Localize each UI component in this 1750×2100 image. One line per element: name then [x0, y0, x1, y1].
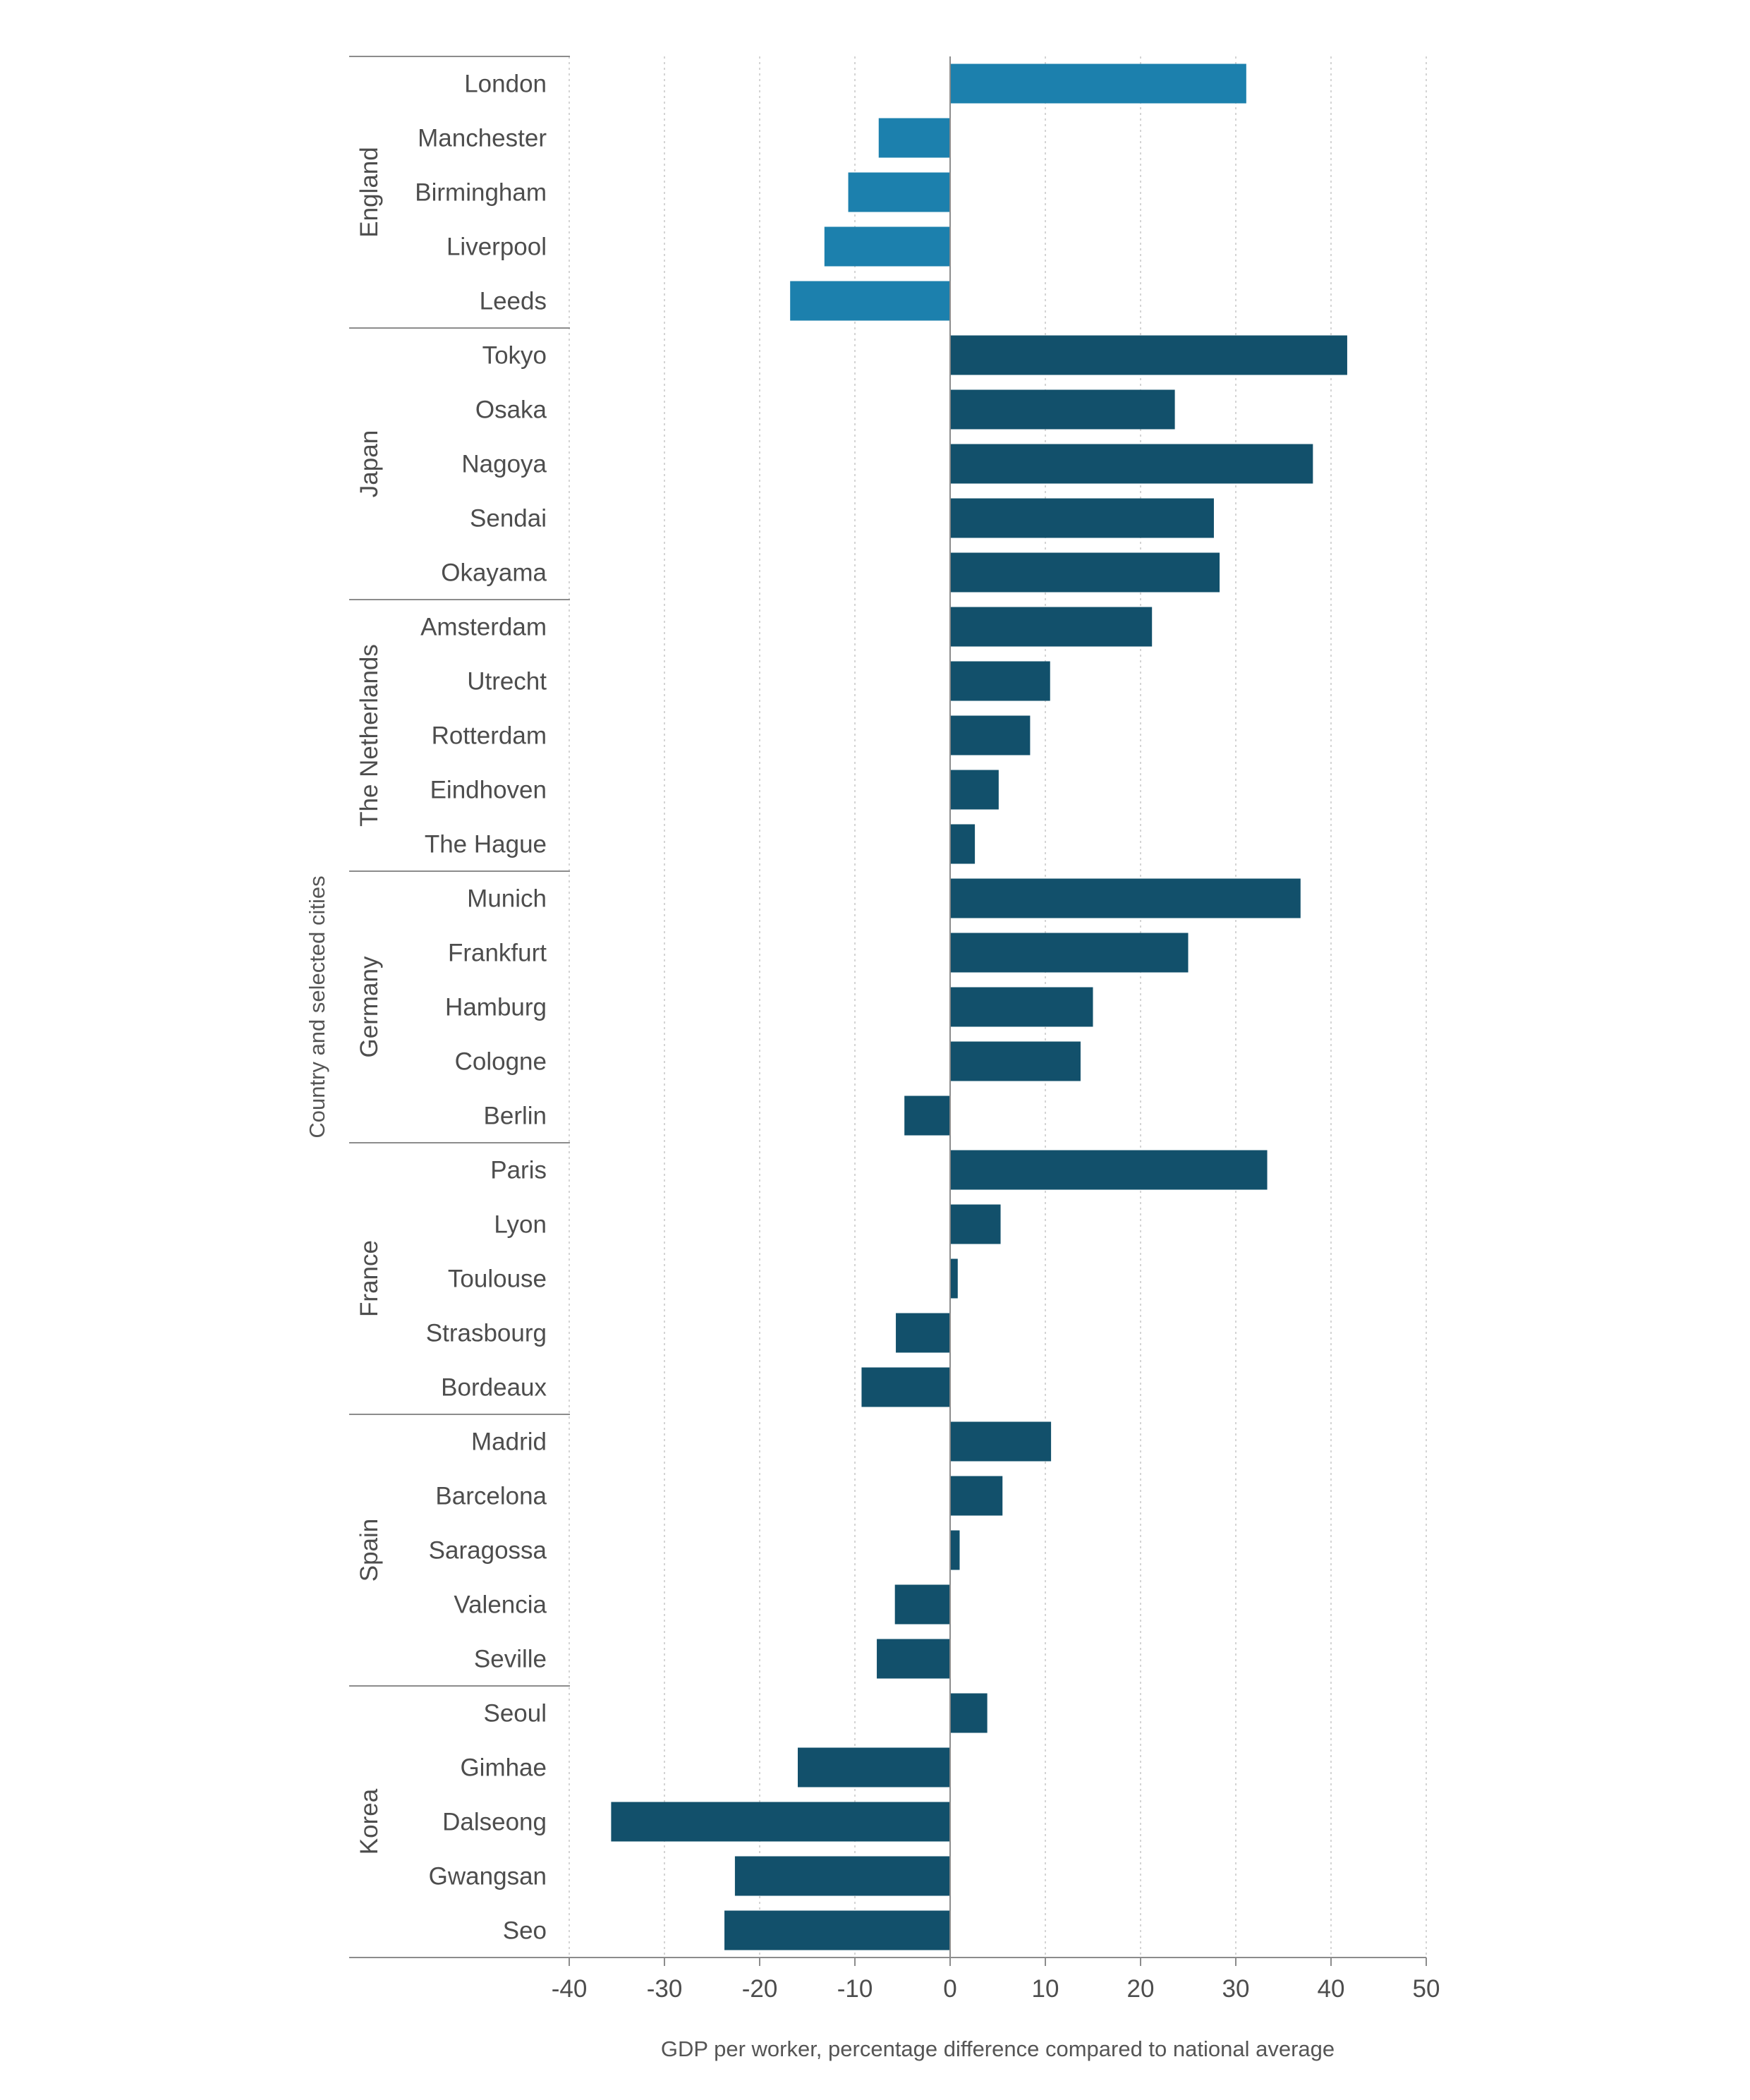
- bar: [824, 226, 950, 267]
- x-tick-label: 20: [1127, 1975, 1155, 2003]
- city-label: Rotterdam: [432, 722, 547, 750]
- city-label: Eindhoven: [430, 777, 547, 804]
- city-label: Strasbourg: [426, 1320, 547, 1347]
- country-label: Korea: [356, 1788, 383, 1855]
- bar: [950, 933, 1189, 973]
- bar: [950, 770, 999, 810]
- city-label: Dalseong: [442, 1809, 547, 1836]
- bar: [878, 118, 950, 158]
- city-label: Okayama: [441, 559, 547, 587]
- city-label: Toulouse: [448, 1266, 547, 1293]
- bar: [950, 1150, 1268, 1190]
- x-tick-label: 30: [1222, 1975, 1250, 2003]
- city-label: Sendai: [470, 505, 547, 533]
- bar: [950, 335, 1347, 375]
- city-label: Berlin: [484, 1103, 547, 1130]
- city-label: Barcelona: [435, 1483, 547, 1510]
- x-tick-label: 0: [943, 1975, 956, 2003]
- bar: [861, 1367, 950, 1407]
- bar: [950, 607, 1153, 647]
- city-label: Gimhae: [460, 1754, 547, 1782]
- bar: [950, 1530, 960, 1570]
- bar: [950, 1693, 988, 1733]
- city-label: Lyon: [494, 1211, 547, 1239]
- bar: [950, 1258, 958, 1299]
- bar: [950, 878, 1301, 918]
- city-label: Bordeaux: [441, 1374, 547, 1402]
- country-label: Japan: [356, 430, 383, 497]
- category-labels: London Manchester Birmingham Liverpool Leeds…: [349, 56, 570, 1945]
- city-label: Osaka: [475, 396, 547, 424]
- bar: [950, 444, 1313, 484]
- x-tick-label: 40: [1318, 1975, 1345, 2003]
- bar: [950, 824, 976, 864]
- city-label: Paris: [490, 1157, 547, 1184]
- country-label: The Netherlands: [356, 644, 383, 827]
- bar: [734, 1856, 950, 1896]
- x-tick-label: -20: [742, 1975, 778, 2003]
- bar: [611, 1802, 950, 1842]
- city-label: Leeds: [480, 288, 547, 315]
- bar: [904, 1095, 950, 1136]
- country-label: England: [356, 147, 383, 237]
- bar: [848, 172, 950, 212]
- city-label: Birmingham: [415, 179, 547, 207]
- city-label: Liverpool: [446, 233, 547, 261]
- bar: [950, 63, 1246, 104]
- x-tick-label: 10: [1032, 1975, 1059, 2003]
- bar: [950, 661, 1050, 701]
- bars: [611, 63, 1347, 1950]
- city-label: Manchester: [418, 125, 547, 152]
- bar: [950, 389, 1175, 430]
- x-tick-label: -30: [647, 1975, 683, 2003]
- bar: [950, 987, 1093, 1027]
- bar: [950, 1421, 1052, 1462]
- bar: [724, 1910, 950, 1950]
- city-label: Amsterdam: [420, 614, 547, 641]
- city-label: Seo: [503, 1917, 547, 1945]
- x-axis: -40 -30 -20 -10 0 10 20 30 40 50: [349, 56, 1440, 2003]
- city-label: Utrecht: [467, 668, 547, 696]
- x-axis-title: GDP per worker, percentage difference co…: [661, 2037, 1335, 2061]
- city-label: Frankfurt: [448, 940, 547, 967]
- y-axis-title: Country and selected cities: [305, 875, 329, 1138]
- country-label: Germany: [356, 956, 383, 1057]
- city-label: Cologne: [455, 1048, 547, 1076]
- city-label: The Hague: [425, 831, 547, 858]
- city-label: Seville: [474, 1646, 547, 1673]
- city-label: Hamburg: [445, 994, 547, 1021]
- country-label: France: [356, 1240, 383, 1317]
- city-label: Valencia: [454, 1591, 547, 1619]
- x-tick-label: 50: [1413, 1975, 1440, 2003]
- bar: [950, 498, 1214, 538]
- bar: [798, 1747, 950, 1788]
- bar: [896, 1313, 950, 1353]
- city-label: London: [464, 71, 547, 98]
- bar: [790, 281, 950, 321]
- city-label: Madrid: [471, 1428, 547, 1456]
- city-label: Saragossa: [429, 1537, 547, 1565]
- city-label: Munich: [467, 885, 547, 913]
- x-tick-label: -10: [837, 1975, 873, 2003]
- bar: [877, 1639, 950, 1679]
- bar: [950, 552, 1220, 593]
- x-tick-label: -40: [552, 1975, 588, 2003]
- bar: [950, 715, 1031, 755]
- bar: [950, 1476, 1003, 1516]
- bar: [950, 1204, 1001, 1244]
- city-label: Tokyo: [482, 342, 547, 370]
- city-label: Seoul: [483, 1700, 547, 1728]
- city-label: Nagoya: [461, 451, 547, 478]
- bar: [894, 1584, 950, 1625]
- bar: [950, 1041, 1081, 1081]
- city-label: Gwangsan: [429, 1863, 547, 1890]
- country-label: Spain: [356, 1519, 383, 1582]
